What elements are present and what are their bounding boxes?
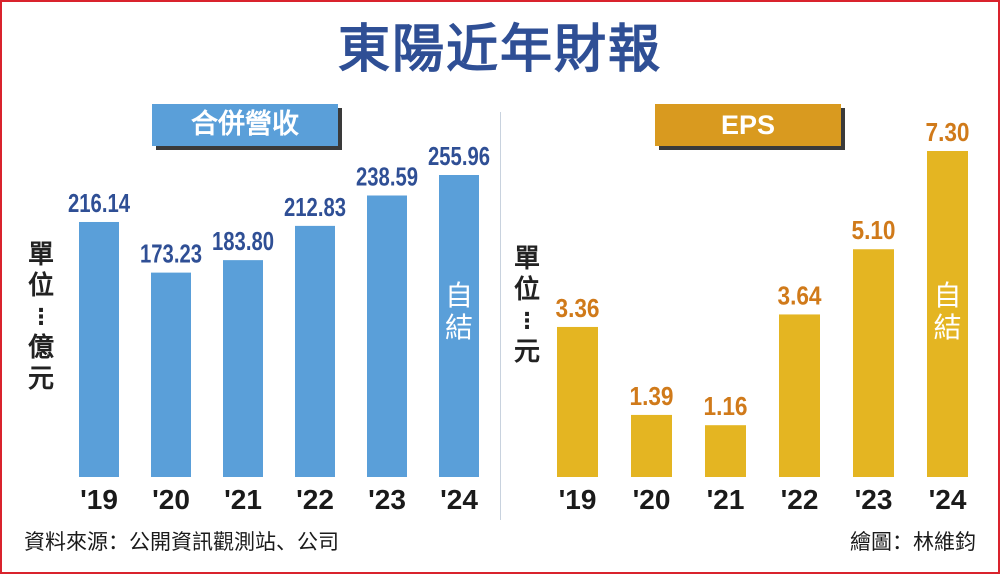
revenue-unit-label: 單位 ⋮ 億元 <box>26 240 56 395</box>
revenue-bar <box>295 225 335 477</box>
eps-bar <box>631 414 672 477</box>
eps-value-label: 5.10 <box>852 215 896 245</box>
revenue-value-label: 216.14 <box>68 188 130 218</box>
eps-value-label: 1.39 <box>630 381 674 411</box>
eps-category-label: '22 <box>781 484 819 515</box>
eps-annotation-char: 結 <box>933 311 961 344</box>
eps-value-label: 1.16 <box>704 391 748 421</box>
source-note: 資料來源：公開資訊觀測站、公司 <box>24 530 339 554</box>
eps-annotation-char: 自 <box>933 279 961 312</box>
revenue-value-label: 212.83 <box>284 192 346 222</box>
revenue-category-label: '23 <box>368 484 406 515</box>
eps-bar <box>853 249 894 477</box>
page-title: 東陽近年財報 <box>337 20 662 80</box>
revenue-unit-text: 單位 ⋮ 億元 <box>27 240 54 394</box>
eps-bar <box>927 151 968 477</box>
eps-unit-text: 單位 ⋮ 元 <box>513 244 540 367</box>
eps-panel-title: EPS <box>655 104 841 146</box>
eps-value-label: 7.30 <box>926 117 970 147</box>
eps-category-label: '20 <box>633 484 671 515</box>
revenue-value-label: 173.23 <box>140 239 202 269</box>
revenue-bar <box>151 272 191 477</box>
eps-chart: 3.36 '19 1.39 '20 1.16 '21 3.64 '22 5.10 '23 7.30 '… <box>556 117 970 515</box>
revenue-category-label: '24 <box>440 484 478 515</box>
revenue-value-label: 255.96 <box>428 141 490 171</box>
revenue-panel-title: 合併營收 <box>152 104 338 146</box>
eps-bar <box>779 314 820 477</box>
revenue-value-label: 183.80 <box>212 226 274 256</box>
eps-value-label: 3.36 <box>556 293 600 323</box>
revenue-value-label: 238.59 <box>356 161 418 191</box>
revenue-bar <box>367 195 407 477</box>
eps-unit-label: 單位 ⋮ 元 <box>512 244 542 368</box>
eps-category-label: '19 <box>559 484 597 515</box>
revenue-bar <box>223 260 263 477</box>
eps-category-label: '24 <box>929 484 967 515</box>
credit-note: 繪圖：林維鈞 <box>850 530 976 554</box>
eps-category-label: '21 <box>707 484 745 515</box>
revenue-annotation-char: 結 <box>445 311 473 344</box>
revenue-chart: 216.14 '19 173.23 '20 183.80 '21 212.83 '22 238.… <box>68 141 490 515</box>
revenue-category-label: '19 <box>80 484 118 515</box>
panel-divider <box>500 112 501 520</box>
eps-value-label: 3.64 <box>778 280 822 310</box>
revenue-bar <box>439 175 479 477</box>
eps-bar <box>557 326 598 477</box>
revenue-annotation-char: 自 <box>445 279 473 312</box>
revenue-category-label: '21 <box>224 484 262 515</box>
revenue-category-label: '20 <box>152 484 190 515</box>
eps-category-label: '23 <box>855 484 893 515</box>
revenue-bar <box>79 221 119 477</box>
eps-bar <box>705 425 746 477</box>
revenue-category-label: '22 <box>296 484 334 515</box>
